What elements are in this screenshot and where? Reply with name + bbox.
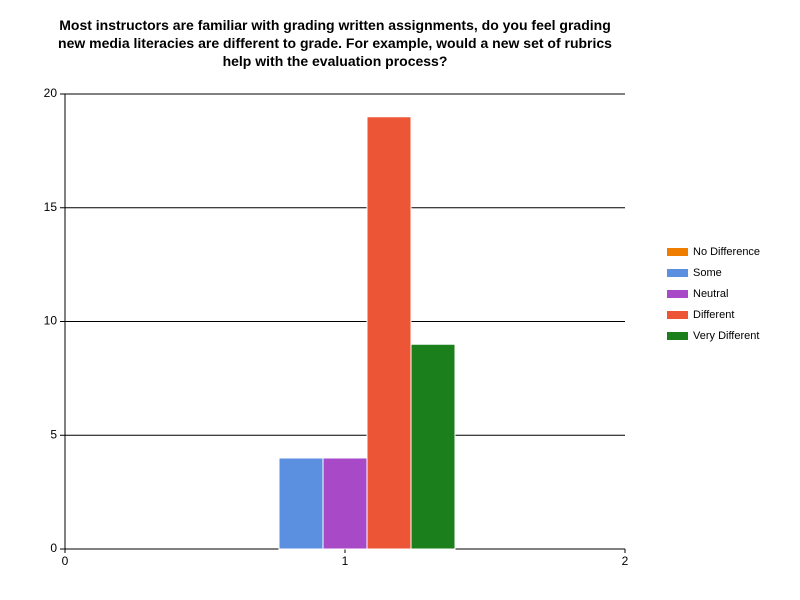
legend-label: Neutral — [693, 288, 728, 300]
y-tick-label: 0 — [50, 541, 57, 555]
x-tick-label: 2 — [622, 554, 629, 568]
y-tick-label: 15 — [44, 200, 58, 214]
bar — [278, 457, 324, 550]
legend-swatch — [667, 248, 688, 256]
bar — [322, 457, 368, 550]
legend-swatch — [667, 290, 688, 298]
legend-label: Different — [693, 309, 734, 321]
legend-label: No Difference — [693, 246, 760, 258]
legend-label: Very Different — [693, 330, 759, 342]
legend-swatch — [667, 332, 688, 340]
chart-title: Most instructors are familiar with gradi… — [58, 17, 612, 69]
legend-swatch — [667, 269, 688, 277]
legend-swatch — [667, 311, 688, 319]
x-tick-label: 1 — [342, 554, 349, 568]
bar — [410, 343, 456, 550]
y-tick-label: 5 — [50, 427, 57, 441]
bar — [366, 116, 412, 550]
legend-label: Some — [693, 267, 722, 279]
y-tick-label: 10 — [44, 314, 58, 328]
x-tick-label: 0 — [62, 554, 69, 568]
y-tick-label: 20 — [44, 86, 58, 100]
